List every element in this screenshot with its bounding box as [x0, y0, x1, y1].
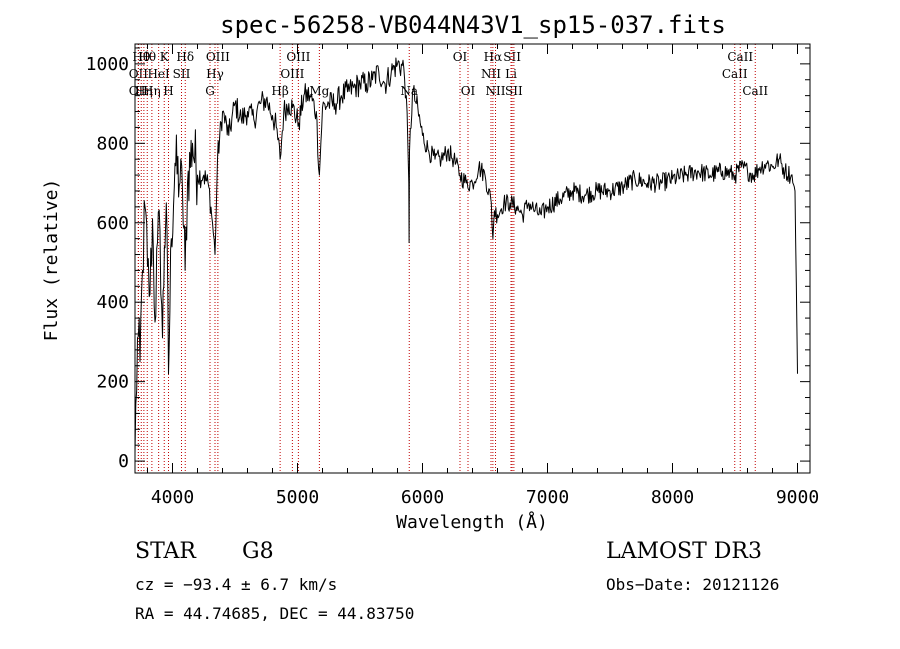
- x-axis: 4000 5000 6000 7000 8000 9000: [147, 44, 819, 508]
- line-marker-label: H: [163, 84, 173, 98]
- y-axis-label: Flux (relative): [41, 179, 62, 342]
- spectrum-line-layer: [134, 57, 798, 454]
- line-marker-label: OI: [461, 84, 476, 98]
- y-tick-label: 200: [96, 372, 129, 393]
- line-marker-label: SII: [173, 67, 191, 81]
- line-marker-label: OIII: [280, 67, 304, 81]
- line-marker-label: SII: [503, 50, 521, 64]
- line-marker-label: Li: [505, 67, 517, 81]
- redshift-cz: cz = −93.4 ± 6.7 km/s: [135, 575, 337, 594]
- line-marker-label: Hη: [135, 84, 153, 98]
- survey-name: LAMOST DR3: [606, 539, 762, 564]
- line-marker-label: CaII: [727, 50, 753, 64]
- line-marker-label: OI: [453, 50, 468, 64]
- line-marker-label: OIII: [286, 50, 310, 64]
- line-marker-label: CaII: [722, 67, 748, 81]
- x-tick-label: 5000: [276, 487, 319, 508]
- line-marker-label: Hδ: [176, 50, 194, 64]
- x-tick-label: 4000: [151, 487, 194, 508]
- line-marker-label: Hα: [484, 50, 503, 64]
- y-tick-label: 0: [118, 451, 129, 472]
- x-tick-label: 8000: [651, 487, 694, 508]
- chart-title: spec-56258-VB044N43V1_sp15-037.fits: [220, 11, 726, 39]
- object-class: STAR: [135, 539, 197, 564]
- line-marker-label: SII: [505, 84, 523, 98]
- object-subclass: G8: [242, 539, 274, 564]
- coordinates: RA = 44.74685, DEC = 44.83750: [135, 604, 414, 623]
- line-marker-label: Hη: [143, 84, 161, 98]
- line-marker-label: Hθ: [132, 50, 150, 64]
- line-marker-label: HeI: [147, 67, 170, 81]
- y-tick-label: 1000: [86, 54, 129, 75]
- line-marker-label: Hγ: [206, 67, 224, 81]
- x-axis-label: Wavelength (Å): [396, 511, 548, 533]
- line-marker-label: NII: [486, 84, 506, 98]
- line-marker-label: Hθ: [138, 50, 156, 64]
- line-marker-label: Na: [400, 84, 418, 98]
- line-marker-label: OIII: [206, 50, 230, 64]
- spectrum-flux-line: [134, 57, 798, 454]
- y-tick-label: 600: [96, 213, 129, 234]
- x-tick-label: 6000: [401, 487, 444, 508]
- observation-date: Obs−Date: 20121126: [606, 575, 779, 594]
- x-tick-label: 7000: [526, 487, 569, 508]
- info-panel: STAR G8 LAMOST DR3 cz = −93.4 ± 6.7 km/s…: [135, 539, 779, 623]
- y-tick-label: 800: [96, 133, 129, 154]
- line-marker-label: Hβ: [271, 84, 288, 98]
- y-axis: 0 200 400 600 800 1000: [86, 47, 810, 472]
- line-marker-label: NII: [481, 67, 501, 81]
- x-tick-label: 9000: [776, 487, 819, 508]
- line-marker-label: K: [160, 50, 170, 64]
- line-marker-layer: OIIOIIHθHηHθHηHeIKHSIIHδGHγOIIIHβOIIIOII…: [129, 44, 768, 473]
- line-marker-label: OII: [129, 84, 149, 98]
- line-marker-label: Mg: [309, 84, 329, 98]
- line-marker-label: G: [205, 84, 215, 98]
- y-tick-label: 400: [96, 292, 129, 313]
- line-marker-label: CaII: [742, 84, 768, 98]
